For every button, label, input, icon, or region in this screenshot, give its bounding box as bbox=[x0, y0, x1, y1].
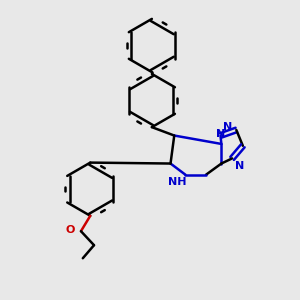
Text: O: O bbox=[65, 225, 74, 235]
Text: N: N bbox=[223, 122, 232, 132]
Text: N: N bbox=[216, 129, 225, 139]
Text: N: N bbox=[235, 161, 244, 171]
Text: NH: NH bbox=[168, 177, 186, 187]
